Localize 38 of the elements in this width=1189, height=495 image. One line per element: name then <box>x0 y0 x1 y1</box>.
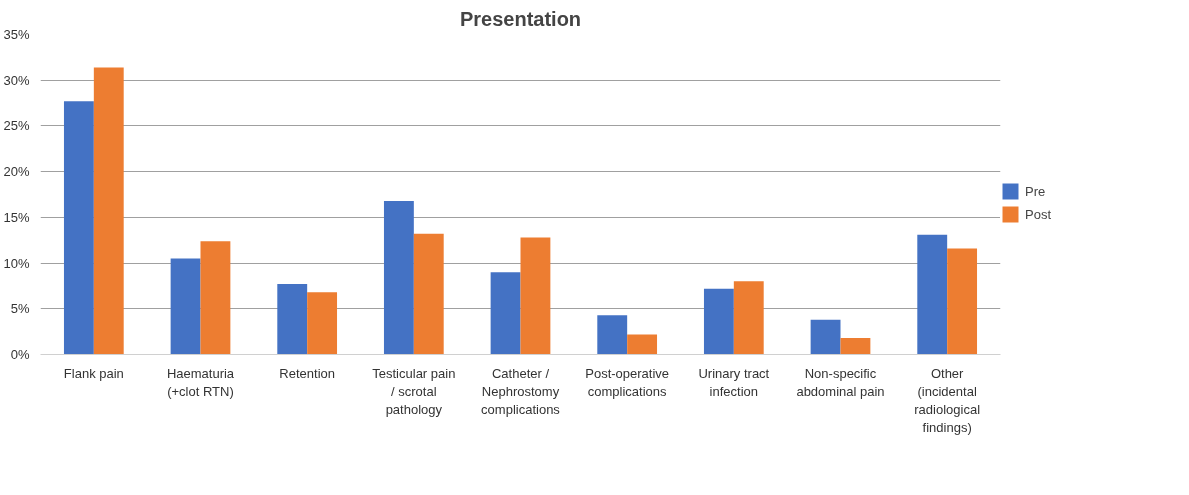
x-tick-label: Non-specific abdominal pain <box>796 365 885 399</box>
x-tick-label: Post-operative complications <box>585 365 670 399</box>
y-tick-label: 0% <box>10 347 30 362</box>
bar <box>627 334 658 355</box>
bar <box>490 272 521 355</box>
bar <box>917 234 948 355</box>
bar <box>170 258 201 355</box>
bar <box>413 233 444 355</box>
y-tick-label: 15% <box>3 209 30 225</box>
bar <box>93 67 124 355</box>
y-tick-label: 20% <box>3 164 30 180</box>
y-tick-label: 5% <box>10 301 30 317</box>
y-tick-label: 35% <box>3 27 30 42</box>
bar <box>597 315 628 355</box>
legend-label: Pre <box>1025 183 1046 199</box>
bar <box>200 241 231 355</box>
y-tick-label: 30% <box>3 72 30 88</box>
bar <box>383 200 414 355</box>
bar <box>810 319 841 355</box>
y-tick-label: 10% <box>3 255 30 271</box>
legend-label: Post <box>1025 206 1052 222</box>
x-tick-label: Flank pain <box>63 365 124 381</box>
x-tick-label: Testicular pain / scrotal pathology <box>372 365 456 417</box>
bar <box>840 338 871 355</box>
x-tick-label: Haematuria (+clot RTN) <box>166 365 235 399</box>
bar <box>277 284 308 355</box>
bar <box>63 101 94 355</box>
x-tick-label: Retention <box>279 365 335 381</box>
x-tick-label: Urinary tract infection <box>698 365 770 399</box>
chart-title: Presentation <box>459 7 582 30</box>
bar <box>733 281 764 355</box>
x-tick-label: Other (incidental radiological findings) <box>914 365 981 435</box>
bar <box>307 292 338 355</box>
bar <box>520 237 551 355</box>
y-tick-label: 25% <box>3 118 30 134</box>
bar <box>703 288 734 355</box>
bar <box>947 248 978 355</box>
x-tick-label: Catheter / Nephrostomy complications <box>481 365 561 417</box>
